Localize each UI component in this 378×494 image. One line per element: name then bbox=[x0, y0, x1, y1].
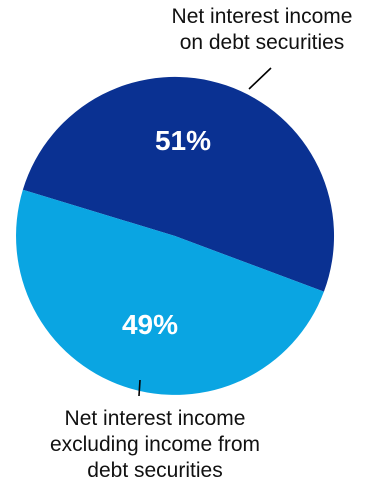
slice-label-line: on debt securities bbox=[179, 31, 345, 54]
data-label-49: 49% bbox=[122, 309, 178, 340]
leader-line-bottom bbox=[138, 379, 141, 397]
slice-label-line: debt securities bbox=[87, 459, 223, 482]
slice-label-line: excluding income from bbox=[49, 433, 261, 456]
slice-debt-securities bbox=[22, 76, 335, 292]
slice-label-line: Net interest income bbox=[64, 407, 246, 430]
slice-excluding-debt-securities bbox=[16, 189, 324, 395]
leader-line-top bbox=[248, 67, 272, 90]
data-label-51: 51% bbox=[155, 125, 211, 156]
slice-label-line: Net interest income bbox=[171, 5, 353, 28]
slice-label-debt-securities: Net interest income on debt securities bbox=[150, 4, 374, 56]
slice-label-excluding-debt-securities: Net interest income excluding income fro… bbox=[10, 406, 300, 484]
